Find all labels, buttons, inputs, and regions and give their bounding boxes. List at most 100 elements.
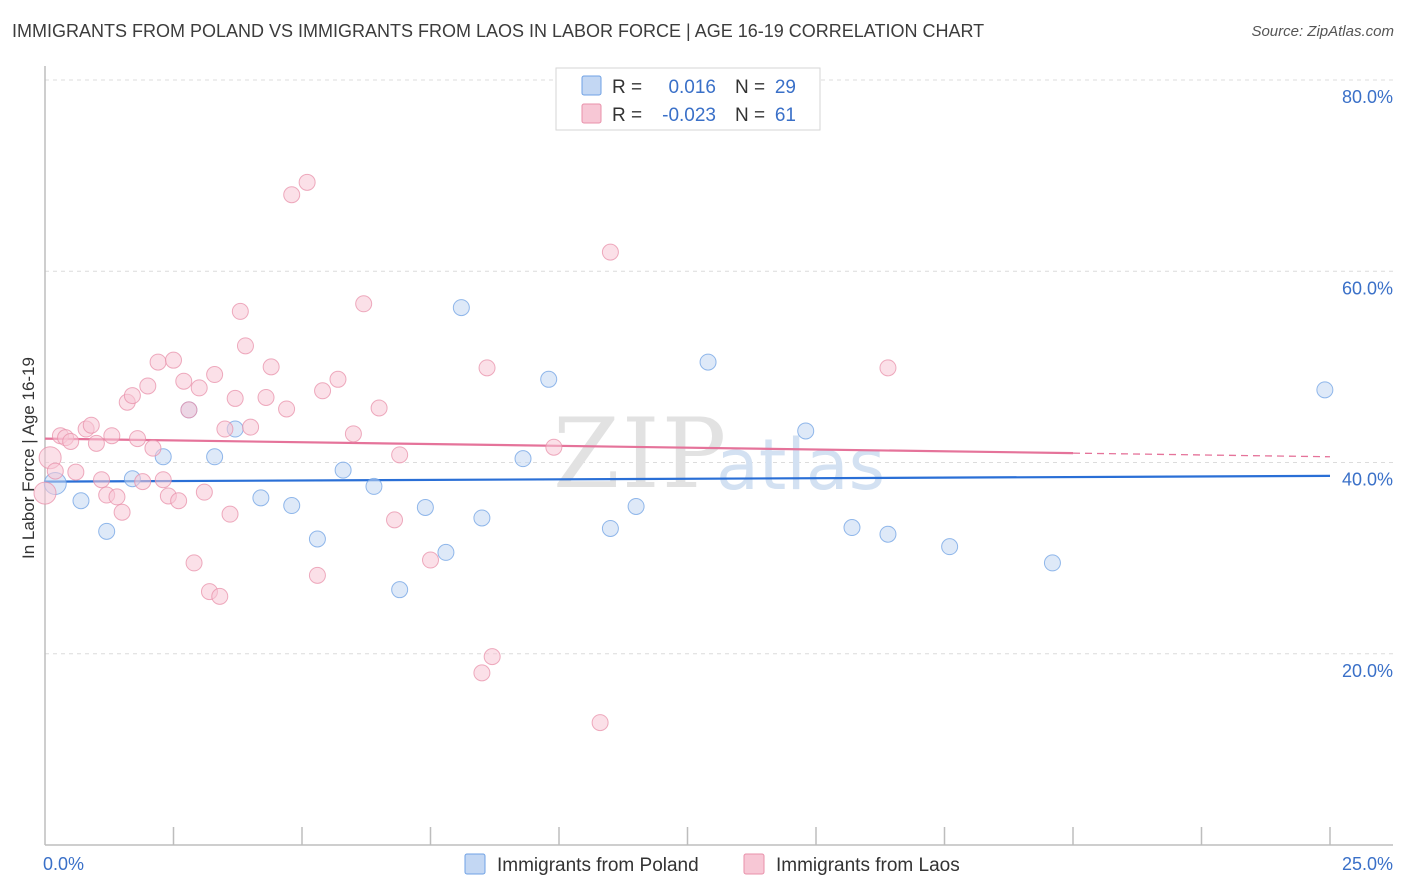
point-laos bbox=[344, 425, 362, 443]
point-laos bbox=[226, 389, 244, 407]
point-laos bbox=[242, 418, 260, 436]
chart-title: IMMIGRANTS FROM POLAND VS IMMIGRANTS FRO… bbox=[12, 21, 985, 41]
bottom-legend-label-poland: Immigrants from Poland bbox=[497, 855, 699, 876]
legend-n-value-laos: 61 bbox=[775, 105, 796, 126]
bottom-legend-label-laos: Immigrants from Laos bbox=[776, 855, 960, 876]
point-laos bbox=[103, 427, 121, 445]
point-laos bbox=[329, 370, 347, 388]
point-laos bbox=[370, 399, 388, 417]
point-laos bbox=[62, 432, 80, 450]
legend-r-label-poland: R = bbox=[612, 77, 642, 98]
point-laos bbox=[46, 462, 64, 480]
point-laos bbox=[386, 511, 404, 529]
point-poland bbox=[699, 353, 717, 371]
point-laos bbox=[879, 359, 897, 377]
x-tick-labels: 0.0% 25.0% bbox=[43, 854, 1393, 874]
point-laos bbox=[231, 302, 249, 320]
y-tick-label: 60.0% bbox=[1342, 278, 1393, 298]
point-laos bbox=[422, 551, 439, 569]
point-poland bbox=[308, 530, 326, 548]
point-poland bbox=[514, 450, 532, 468]
point-poland bbox=[416, 498, 434, 516]
point-poland bbox=[473, 509, 491, 527]
point-poland bbox=[540, 370, 558, 388]
legend-n-value-poland: 29 bbox=[775, 77, 796, 98]
point-poland bbox=[1316, 381, 1334, 399]
point-laos bbox=[257, 388, 275, 406]
point-poland bbox=[252, 489, 270, 507]
point-laos bbox=[483, 648, 501, 666]
legend-swatch-laos bbox=[581, 103, 602, 124]
point-laos bbox=[236, 337, 254, 355]
point-laos bbox=[139, 377, 157, 395]
legend-r-label-laos: R = bbox=[612, 105, 642, 126]
x-tick-label-min: 0.0% bbox=[43, 854, 84, 874]
point-laos bbox=[180, 401, 198, 419]
point-poland bbox=[601, 519, 619, 537]
point-poland bbox=[98, 522, 116, 540]
point-laos bbox=[298, 173, 316, 191]
point-laos bbox=[113, 503, 131, 521]
bottom-legend-swatch-poland bbox=[464, 853, 486, 875]
point-laos bbox=[308, 566, 326, 584]
point-laos bbox=[67, 463, 85, 481]
point-laos bbox=[216, 420, 234, 438]
bottom-legend: Immigrants from Poland Immigrants from L… bbox=[464, 853, 960, 876]
point-laos bbox=[283, 186, 301, 204]
source-label: Source: ZipAtlas.com bbox=[1251, 23, 1394, 40]
point-poland bbox=[1043, 554, 1061, 572]
point-laos bbox=[165, 351, 182, 369]
point-laos bbox=[206, 366, 224, 384]
point-laos bbox=[314, 382, 332, 400]
scatter-points bbox=[33, 173, 1334, 732]
point-laos bbox=[185, 554, 203, 572]
watermark-zip: ZIP bbox=[553, 398, 728, 510]
point-laos bbox=[93, 471, 111, 489]
point-poland bbox=[437, 543, 455, 561]
point-laos bbox=[391, 446, 409, 464]
point-laos bbox=[129, 430, 147, 448]
y-tick-label: 40.0% bbox=[1342, 470, 1393, 490]
point-laos bbox=[591, 714, 609, 732]
watermark: ZIP atlas bbox=[553, 398, 885, 510]
y-tick-labels: 20.0% 40.0% 60.0% 80.0% bbox=[1342, 87, 1393, 681]
point-laos bbox=[123, 387, 141, 405]
point-laos bbox=[262, 358, 280, 376]
point-laos bbox=[601, 243, 619, 261]
legend-stats: R = 0.016 N = 29 R = -0.023 N = 61 bbox=[555, 67, 821, 131]
point-poland bbox=[941, 538, 959, 556]
point-poland bbox=[797, 422, 815, 440]
point-poland bbox=[879, 525, 897, 543]
legend-n-label-laos: N = bbox=[735, 105, 765, 126]
point-laos bbox=[355, 295, 373, 313]
point-laos bbox=[108, 488, 126, 506]
point-laos bbox=[33, 481, 57, 505]
y-tick-label: 80.0% bbox=[1342, 87, 1393, 107]
point-poland bbox=[627, 497, 645, 515]
point-laos bbox=[195, 483, 213, 501]
trend-line-dashed-laos bbox=[1072, 452, 1331, 458]
legend-n-label-poland: N = bbox=[735, 77, 765, 98]
point-poland bbox=[206, 448, 224, 466]
point-laos bbox=[473, 664, 491, 682]
point-laos bbox=[87, 434, 105, 452]
point-poland bbox=[843, 519, 861, 537]
legend-r-value-laos: -0.023 bbox=[662, 105, 716, 126]
y-axis-label: In Labor Force | Age 16-19 bbox=[19, 357, 38, 559]
point-laos bbox=[211, 587, 229, 605]
point-laos bbox=[144, 439, 162, 457]
point-poland bbox=[283, 497, 301, 515]
point-laos bbox=[478, 359, 496, 377]
gridlines bbox=[45, 79, 1393, 655]
point-laos bbox=[82, 416, 100, 434]
point-laos bbox=[278, 400, 296, 418]
point-laos bbox=[545, 438, 563, 456]
point-laos bbox=[190, 379, 208, 397]
legend-r-value-poland: 0.016 bbox=[668, 77, 716, 98]
point-laos bbox=[134, 473, 152, 491]
point-laos bbox=[175, 372, 193, 390]
y-tick-label: 20.0% bbox=[1342, 661, 1393, 681]
point-laos bbox=[221, 505, 239, 523]
point-laos bbox=[154, 471, 172, 489]
